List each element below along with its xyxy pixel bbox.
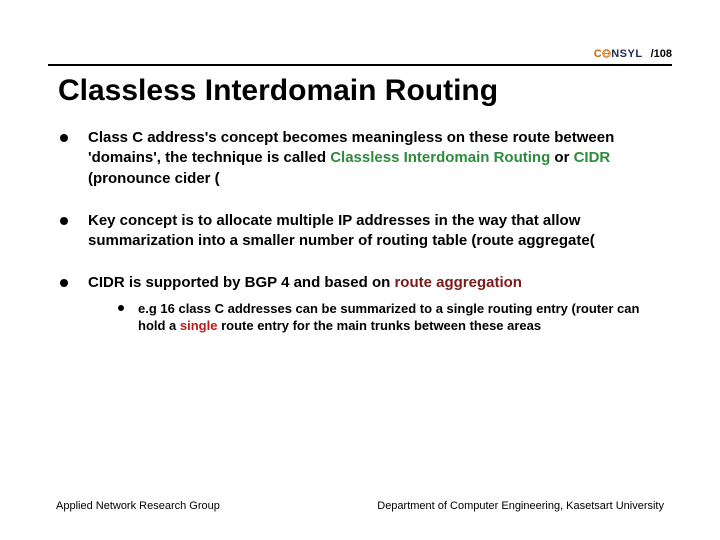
highlight-cidr: CIDR	[574, 149, 611, 166]
content-area: Class C address's concept becomes meanin…	[60, 128, 660, 335]
sub-text-1: e.g 16 class C addresses can be summariz…	[138, 300, 660, 335]
sub-list: e.g 16 class C addresses can be summariz…	[118, 300, 660, 335]
bullet-text-3: CIDR is supported by BGP 4 and based on …	[88, 273, 522, 293]
logo-text: NSYL	[611, 48, 642, 60]
text-run: or	[550, 149, 573, 166]
sub-bullet-icon	[118, 305, 124, 311]
header-divider	[48, 64, 672, 66]
page-number: /108	[651, 48, 672, 60]
bullet-item-1: Class C address's concept becomes meanin…	[60, 128, 660, 189]
bullet-text-1: Class C address's concept becomes meanin…	[88, 128, 660, 189]
bullet-item-2: Key concept is to allocate multiple IP a…	[60, 211, 660, 252]
globe-icon	[602, 49, 611, 58]
text-run: CIDR is supported by BGP 4 and based on	[88, 274, 394, 291]
bullet-icon	[60, 217, 68, 225]
slide-footer: Applied Network Research Group Departmen…	[56, 500, 664, 512]
bullet-icon	[60, 279, 68, 287]
bullet-text-2: Key concept is to allocate multiple IP a…	[88, 211, 660, 252]
highlight-single: single	[180, 318, 218, 333]
logo-letter-c: C	[594, 48, 602, 60]
highlight-route-aggregation: route aggregation	[394, 274, 522, 291]
footer-left: Applied Network Research Group	[56, 500, 220, 512]
bullet-icon	[60, 134, 68, 142]
sub-item-1: e.g 16 class C addresses can be summariz…	[118, 300, 660, 335]
footer-right: Department of Computer Engineering, Kase…	[377, 500, 664, 512]
text-run: route entry for the main trunks between …	[217, 318, 541, 333]
slide-header: C NSYL /108	[48, 48, 672, 60]
bullet-item-3: CIDR is supported by BGP 4 and based on …	[60, 273, 660, 293]
text-run: (pronounce cider (	[88, 170, 220, 187]
highlight-classless: Classless Interdomain Routing	[330, 149, 550, 166]
slide-title: Classless Interdomain Routing	[58, 74, 498, 108]
logo: C NSYL	[594, 48, 643, 60]
